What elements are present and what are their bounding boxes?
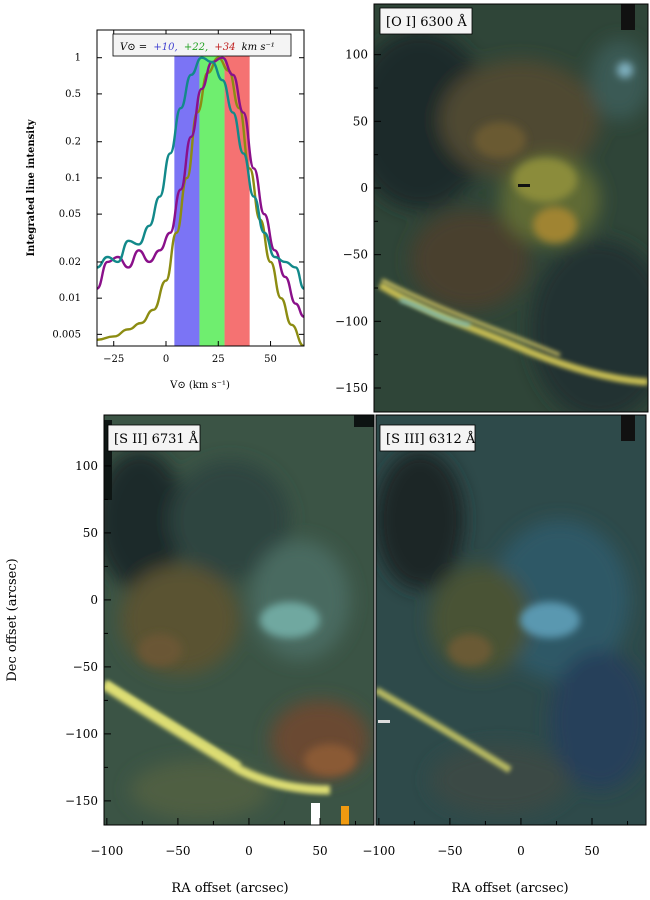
velocity-band-green <box>199 44 225 346</box>
siii-panel-label: [S III] 6312 Å <box>379 424 476 452</box>
line-profile-xlabel: V⊙ (km s⁻¹) <box>169 380 230 391</box>
legend-blue: +10, <box>153 42 177 53</box>
spec-ytick-label: 0.1 <box>65 173 81 184</box>
oi-ytick-label: −100 <box>335 314 368 328</box>
spec-xtick-label: −25 <box>103 354 124 365</box>
legend-green: +22, <box>184 42 208 53</box>
legend-prefix: V⊙ = <box>120 42 147 53</box>
map-x-axis-title-left: RA offset (arcsec) <box>171 881 288 896</box>
svg-text:[S III] 6312 Å: [S III] 6312 Å <box>386 431 476 447</box>
profile-line-2 <box>97 56 304 290</box>
spec-xtick-label: 0 <box>163 354 169 365</box>
spec-ytick-label: 0.005 <box>52 329 81 340</box>
spec-xtick-label: 25 <box>212 354 225 365</box>
oi-ytick-label: −150 <box>335 381 368 395</box>
legend-red: +34 <box>214 42 235 53</box>
oi-ytick-label: 0 <box>360 181 368 195</box>
spec-ytick-label: 0.02 <box>59 257 81 268</box>
spec-ytick-label: 1 <box>75 53 81 64</box>
oi-map <box>374 4 648 412</box>
line-profile-ylabel: Integrated line intensity <box>26 118 37 256</box>
spec-ytick-label: 0.5 <box>65 89 81 100</box>
siii-xtick-label: 0 <box>517 844 525 858</box>
oi-ytick-label: 100 <box>345 48 368 62</box>
sii-xtick-label: 0 <box>245 844 253 858</box>
velocity-legend: V⊙ = +10, +22, +34 km s⁻¹ <box>112 33 292 57</box>
sii-xtick-label: −50 <box>165 844 190 858</box>
sii-ytick-label: 50 <box>83 526 98 540</box>
sii-ytick-label: 100 <box>75 459 98 473</box>
svg-text:[O I] 6300 Å: [O I] 6300 Å <box>386 14 467 30</box>
sii-xtick-label: −100 <box>90 844 123 858</box>
siii-xtick-label: 50 <box>584 844 599 858</box>
siii-xtick-label: −50 <box>437 844 462 858</box>
sii-ytick-label: −50 <box>73 660 98 674</box>
spec-ytick-label: 0.2 <box>65 137 81 148</box>
sii-ytick-label: −100 <box>65 727 98 741</box>
map-x-axis-title-right: RA offset (arcsec) <box>451 881 568 896</box>
siii-map <box>376 415 646 825</box>
oi-ytick-label: 50 <box>353 114 368 128</box>
spec-ytick-label: 0.01 <box>59 293 81 304</box>
spec-ytick-label: 0.05 <box>59 209 81 220</box>
profile-line-1 <box>97 56 304 318</box>
svg-text:[S II] 6731 Å: [S II] 6731 Å <box>114 431 199 447</box>
siii-xtick-label: −100 <box>362 844 395 858</box>
oi-ytick-label: −50 <box>343 248 368 262</box>
sii-panel-label: [S II] 6731 Å <box>107 424 201 452</box>
sii-xtick-label: 50 <box>312 844 327 858</box>
svg-text:V⊙ = +10, +22,: V⊙ = +10, +22, +34 km s⁻¹ <box>120 42 275 53</box>
sii-map <box>104 415 374 825</box>
oi-panel-label: [O I] 6300 Å <box>379 7 473 35</box>
sii-ytick-label: −150 <box>65 794 98 808</box>
line-profile-chart: 1 0.5 0.2 0.1 0.05 0.02 0.01 0.005 −25 0 25 50 V⊙ … <box>26 29 305 391</box>
spec-xtick-label: 50 <box>264 354 277 365</box>
sii-ytick-label: 0 <box>90 593 98 607</box>
line-profile-frame <box>96 29 305 347</box>
legend-units: km s⁻¹ <box>242 42 275 53</box>
map-y-axis-title: Dec offset (arcsec) <box>5 558 20 681</box>
